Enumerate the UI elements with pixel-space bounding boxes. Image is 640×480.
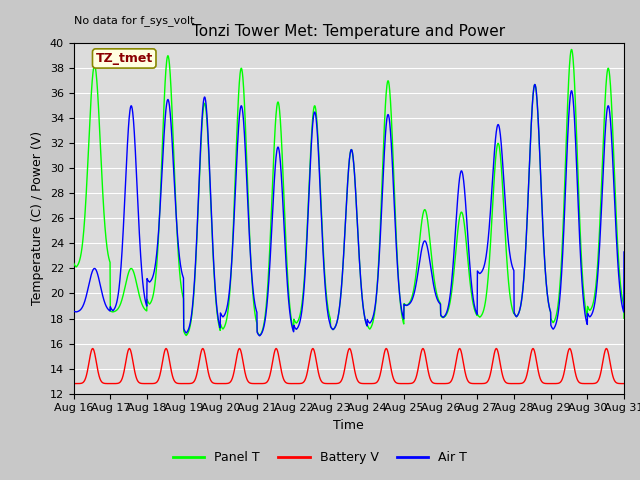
Legend: Panel T, Battery V, Air T: Panel T, Battery V, Air T: [168, 446, 472, 469]
Text: TZ_tmet: TZ_tmet: [95, 52, 153, 65]
Text: No data for f_sys_volt: No data for f_sys_volt: [74, 15, 194, 26]
Y-axis label: Temperature (C) / Power (V): Temperature (C) / Power (V): [31, 132, 44, 305]
Title: Tonzi Tower Met: Temperature and Power: Tonzi Tower Met: Temperature and Power: [192, 24, 506, 39]
X-axis label: Time: Time: [333, 419, 364, 432]
